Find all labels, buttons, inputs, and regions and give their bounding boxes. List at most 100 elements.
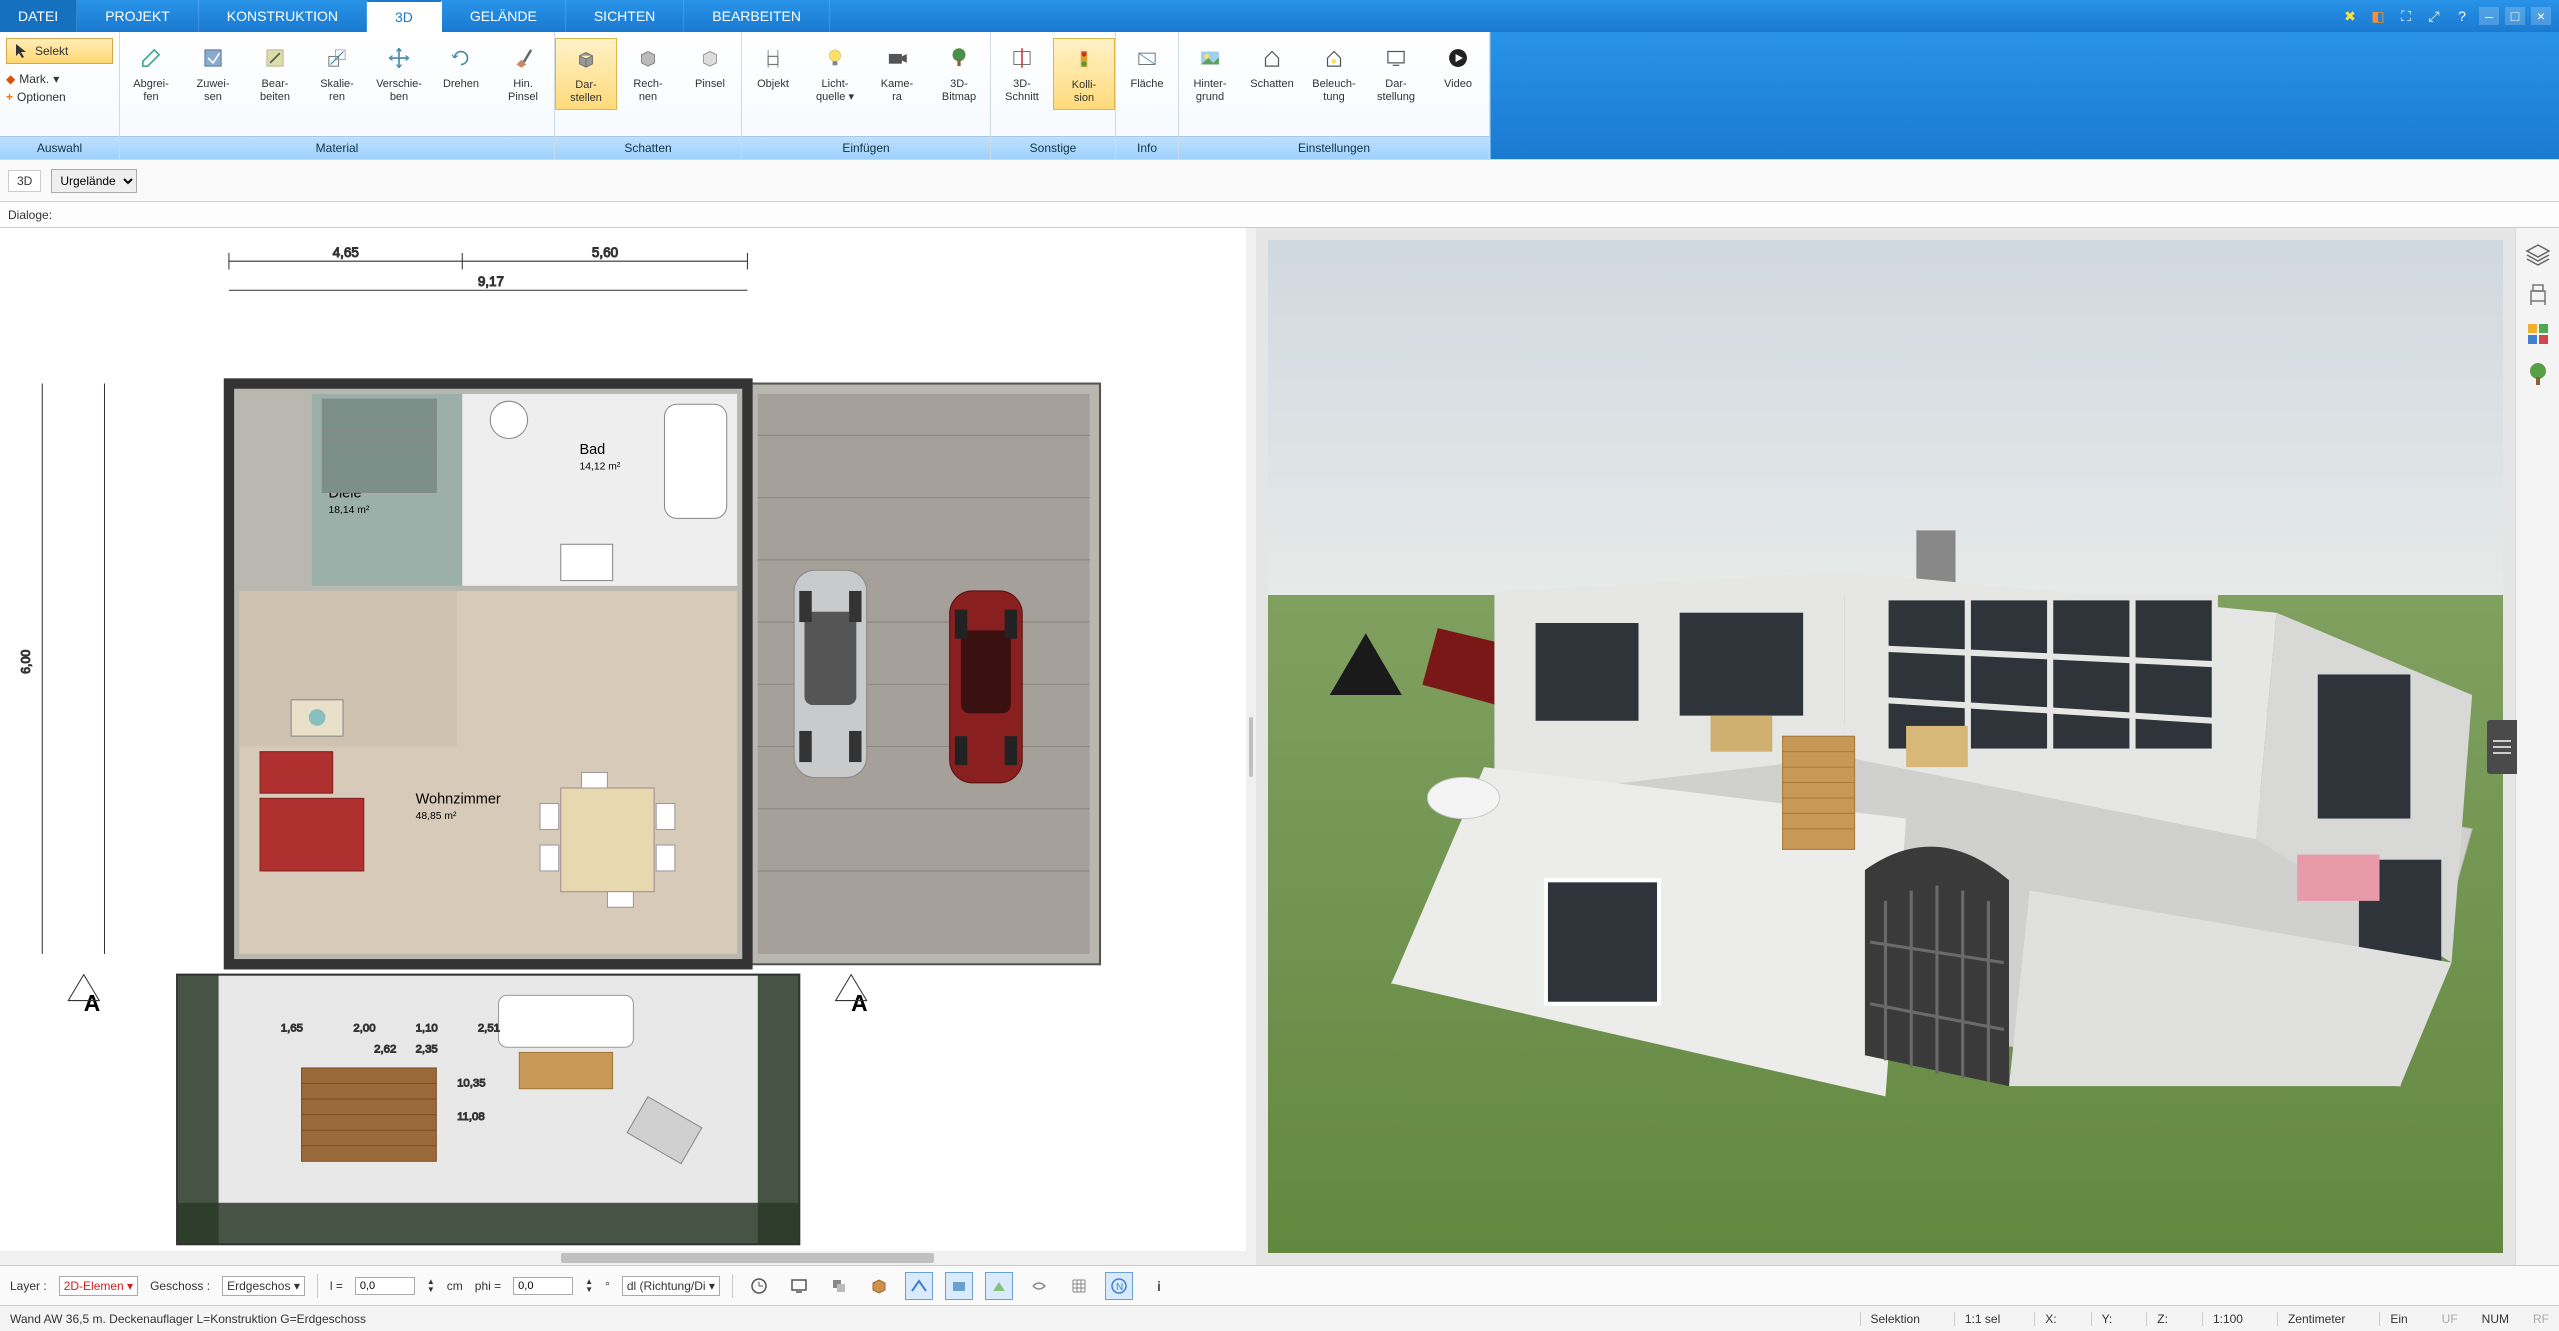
phi-input[interactable]: [513, 1277, 573, 1295]
length-input[interactable]: [355, 1277, 415, 1295]
ribbon-btn-zuweisen[interactable]: Zuwei-sen: [182, 38, 244, 108]
cube-icon[interactable]: [865, 1272, 893, 1300]
geschoss-select[interactable]: Erdgeschos ▾: [222, 1276, 305, 1296]
h-scrollbar-2d[interactable]: [0, 1251, 1246, 1265]
svg-text:4,65: 4,65: [333, 245, 359, 260]
ribbon-btn-kamera[interactable]: Kame-ra: [866, 38, 928, 108]
group-label: Einfügen: [742, 136, 990, 159]
ribbon-btn-darstellen[interactable]: Dar-stellen: [555, 38, 617, 110]
ribbon-btn-lichtquelle[interactable]: Licht-quelle ▾: [804, 38, 866, 108]
tool-icon-4[interactable]: ⤢: [2423, 5, 2445, 27]
tool-icon-2[interactable]: ◧: [2367, 5, 2389, 27]
tool-icon-1[interactable]: ✖: [2339, 5, 2361, 27]
phi-unit: °: [605, 1279, 610, 1293]
ribbon-btn-abgreifen[interactable]: Abgrei-fen: [120, 38, 182, 108]
color-palette-icon[interactable]: [2524, 320, 2552, 348]
house-3d-svg: [1268, 240, 2503, 1253]
ribbon-group-sonstige: 3D-SchnittKolli-sionSonstige: [991, 32, 1116, 159]
menu-tab-konstruktion[interactable]: KONSTRUKTION: [199, 0, 367, 32]
pane-splitter[interactable]: [1246, 228, 1256, 1265]
info-icon[interactable]: i: [1145, 1272, 1173, 1300]
cube3-icon: [694, 42, 726, 74]
select-button[interactable]: Selekt: [6, 38, 113, 64]
menu-file[interactable]: DATEI: [0, 0, 77, 32]
svg-text:14,12 m²: 14,12 m²: [579, 462, 620, 473]
toggle-2-icon[interactable]: [945, 1272, 973, 1300]
clock-icon[interactable]: [745, 1272, 773, 1300]
ribbon-btn-pinsel[interactable]: Pinsel: [679, 38, 741, 95]
layer-select[interactable]: 2D-Elemen ▾: [59, 1276, 138, 1296]
ribbon-auswahl-group: Selekt ◆Mark.▾ +Optionen Auswahl: [0, 32, 120, 159]
group-label: Info: [1116, 136, 1178, 159]
richtung-select[interactable]: dl (Richtung/Di ▾: [622, 1276, 720, 1296]
pane-3d-handle[interactable]: [2487, 720, 2517, 774]
ribbon-btn-rechnen[interactable]: Rech-nen: [617, 38, 679, 108]
menu-tab-bearbeiten[interactable]: BEARBEITEN: [684, 0, 830, 32]
close-icon[interactable]: ×: [2531, 7, 2551, 25]
mark-button[interactable]: ◆Mark.▾: [0, 70, 119, 88]
monitor-icon[interactable]: [785, 1272, 813, 1300]
furniture-icon[interactable]: [2524, 280, 2552, 308]
house1-icon: [1256, 42, 1288, 74]
geschoss-label: Geschoss :: [150, 1279, 210, 1293]
menu-tab-gelaende[interactable]: GELÄNDE: [442, 0, 566, 32]
tool-icon-3[interactable]: ⛶: [2395, 5, 2417, 27]
menu-tab-3d[interactable]: 3D: [367, 0, 442, 32]
ribbon-btn-drehen[interactable]: Drehen: [430, 38, 492, 95]
svg-text:11,08: 11,08: [457, 1111, 485, 1123]
ribbon-group-info: Fläche Info: [1116, 32, 1179, 159]
ribbon-btn-objekt[interactable]: Objekt: [742, 38, 804, 95]
maximize-icon[interactable]: □: [2505, 7, 2525, 25]
status-scale: 1:100: [2202, 1312, 2253, 1326]
toggle-4-icon[interactable]: [1025, 1272, 1053, 1300]
view-mode-label: 3D: [8, 170, 41, 192]
svg-text:2,62: 2,62: [374, 1043, 396, 1055]
svg-text:18,14 m²: 18,14 m²: [328, 505, 369, 516]
pane-3d-view[interactable]: [1256, 228, 2515, 1265]
svg-text:10,35: 10,35: [457, 1078, 486, 1090]
ribbon-btn-flche[interactable]: Fläche: [1116, 38, 1178, 95]
eyedropper-icon: [135, 42, 167, 74]
status-uf: UF: [2442, 1312, 2458, 1326]
group-label: Schatten: [555, 136, 741, 159]
title-icons: ✖ ◧ ⛶ ⤢ ? – □ ×: [2339, 0, 2559, 32]
ribbon-btn-kollision[interactable]: Kolli-sion: [1053, 38, 1115, 110]
ribbon-btn-hintergrund[interactable]: Hinter-grund: [1179, 38, 1241, 108]
floorplan-svg: 4,65 5,60 9,17 6,00: [0, 228, 1246, 1265]
optionen-button[interactable]: +Optionen: [0, 88, 119, 106]
menu-tab-projekt[interactable]: PROJEKT: [77, 0, 199, 32]
toggle-3-icon[interactable]: [985, 1272, 1013, 1300]
toggle-1-icon[interactable]: [905, 1272, 933, 1300]
ribbon-btn-beleuchtung[interactable]: Beleuch-tung: [1303, 38, 1365, 108]
north-icon[interactable]: N: [1105, 1272, 1133, 1300]
svg-text:5,60: 5,60: [592, 245, 618, 260]
pane-2d-floorplan[interactable]: 4,65 5,60 9,17 6,00: [0, 228, 1246, 1265]
grid-icon[interactable]: [1065, 1272, 1093, 1300]
svg-text:i: i: [1157, 1278, 1161, 1294]
camera-icon: [881, 42, 913, 74]
tree-icon[interactable]: [2524, 360, 2552, 388]
ribbon-btn-skalieren[interactable]: Skalie-ren: [306, 38, 368, 108]
ribbon-btn-schatten[interactable]: Schatten: [1241, 38, 1303, 95]
status-num: NUM: [2482, 1312, 2509, 1326]
ribbon-btn-hinpinsel[interactable]: Hin.Pinsel: [492, 38, 554, 108]
terrain-select[interactable]: Urgelände: [51, 169, 137, 193]
minimize-icon[interactable]: –: [2479, 7, 2499, 25]
ribbon-btn-darstellung[interactable]: Dar-stellung: [1365, 38, 1427, 108]
section-icon: [1006, 42, 1038, 74]
menu-tab-sichten[interactable]: SICHTEN: [566, 0, 684, 32]
bulb-icon: [819, 42, 851, 74]
svg-text:A: A: [851, 990, 867, 1016]
svg-text:1,10: 1,10: [416, 1023, 438, 1035]
ribbon-btn-video[interactable]: Video: [1427, 38, 1489, 95]
svg-text:Wohnzimmer: Wohnzimmer: [416, 792, 501, 808]
ribbon-btn-dschnitt[interactable]: 3D-Schnitt: [991, 38, 1053, 108]
stack-icon[interactable]: [825, 1272, 853, 1300]
layers-icon[interactable]: [2524, 240, 2552, 268]
ribbon-btn-dbitmap[interactable]: 3D-Bitmap: [928, 38, 990, 108]
help-icon[interactable]: ?: [2451, 5, 2473, 27]
ribbon-btn-verschieben[interactable]: Verschie-ben: [368, 38, 430, 108]
phi-label: phi =: [475, 1279, 501, 1293]
status-z: Z:: [2146, 1312, 2178, 1326]
ribbon-btn-bearbeiten[interactable]: Bear-beiten: [244, 38, 306, 108]
